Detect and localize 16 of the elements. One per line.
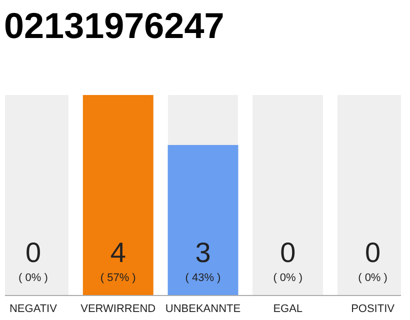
x-tick-label: POSITIV: [351, 303, 396, 315]
annotation: ( 0% ): [273, 272, 303, 284]
chart-title: 02131976247: [4, 5, 224, 46]
annotation: ( 0% ): [18, 272, 48, 284]
annotation: ( 43% ): [185, 272, 221, 284]
annotation: ( 57% ): [100, 272, 136, 284]
x-tick-label: EGAL: [273, 303, 303, 315]
data-label: 3: [195, 237, 211, 268]
x-tick-label: VERWIRREND: [80, 303, 156, 315]
x-tick-label: UNBEKANNTE: [165, 303, 241, 315]
data-label: 4: [110, 237, 126, 268]
annotation: ( 0% ): [358, 272, 388, 284]
data-label: 0: [280, 237, 296, 268]
data-label: 0: [25, 237, 42, 268]
data-label: 0: [364, 237, 381, 268]
x-tick-label: NEGATIV: [9, 303, 58, 315]
